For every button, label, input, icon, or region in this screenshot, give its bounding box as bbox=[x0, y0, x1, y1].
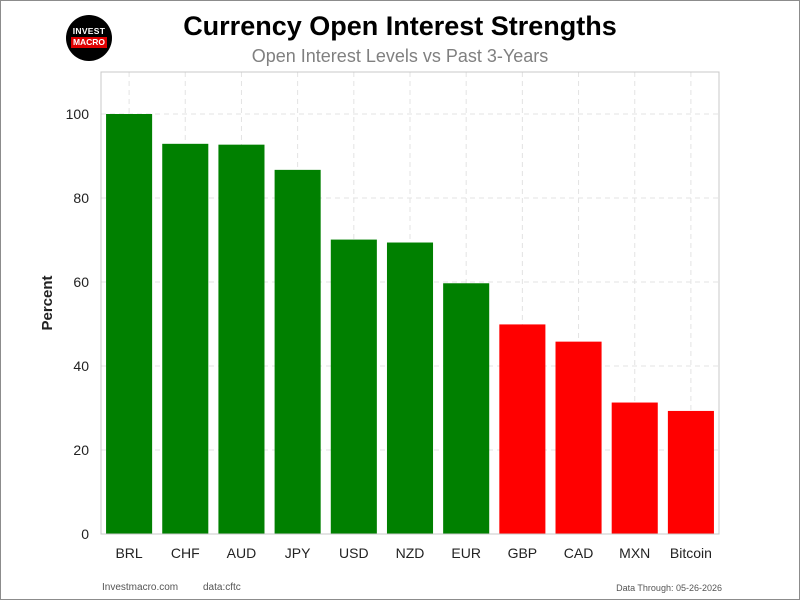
chart-title: Currency Open Interest Strengths bbox=[183, 11, 617, 41]
bars bbox=[106, 114, 714, 535]
bar-mxn bbox=[611, 402, 658, 534]
x-tick-label-usd: USD bbox=[339, 545, 369, 561]
bar-cad bbox=[555, 341, 602, 534]
bar-usd bbox=[330, 239, 377, 534]
y-tick-label: 20 bbox=[73, 442, 89, 458]
y-tick-label: 0 bbox=[81, 526, 89, 542]
footer-date: Data Through: 05-26-2026 bbox=[616, 583, 722, 593]
x-tick-label-jpy: JPY bbox=[285, 545, 311, 561]
bar-gbp bbox=[499, 324, 546, 534]
x-tick-label-chf: CHF bbox=[171, 545, 200, 561]
y-tick-label: 100 bbox=[66, 106, 90, 122]
y-tick-label: 60 bbox=[73, 274, 89, 290]
x-tick-label-bitcoin: Bitcoin bbox=[670, 545, 712, 561]
x-tick-label-brl: BRL bbox=[115, 545, 142, 561]
x-tick-label-mxn: MXN bbox=[619, 545, 650, 561]
logo-text-top: INVEST bbox=[72, 26, 106, 36]
bar-eur bbox=[443, 283, 490, 534]
bar-chf bbox=[162, 143, 209, 534]
x-tick-labels: BRL CHF AUD JPY USD NZD EUR GBP CAD MXN Bitcoin bbox=[115, 545, 711, 561]
investmacro-logo: INVEST MACRO bbox=[66, 15, 112, 61]
y-tick-label: 80 bbox=[73, 190, 89, 206]
bar-jpy bbox=[274, 169, 321, 535]
footer-site: Investmacro.com bbox=[102, 582, 179, 593]
bar-aud bbox=[218, 144, 265, 534]
plot-border bbox=[100, 71, 720, 535]
x-tick-label-gbp: GBP bbox=[508, 545, 538, 561]
bar-brl bbox=[106, 114, 153, 534]
chart-subtitle: Open Interest Levels vs Past 3-Years bbox=[251, 46, 549, 66]
y-tick-label: 40 bbox=[73, 358, 89, 374]
x-tick-label-eur: EUR bbox=[451, 545, 481, 561]
logo-text-bottom: MACRO bbox=[71, 37, 107, 48]
y-tick-labels: 0 20 40 60 80 100 bbox=[66, 106, 90, 542]
footer-source: data:cftc bbox=[203, 582, 241, 593]
x-tick-label-aud: AUD bbox=[227, 545, 257, 561]
x-tick-label-cad: CAD bbox=[564, 545, 594, 561]
x-tick-label-nzd: NZD bbox=[396, 545, 425, 561]
bar-nzd bbox=[386, 242, 434, 534]
y-axis-label: Percent bbox=[39, 275, 56, 330]
bar-bitcoin bbox=[667, 410, 714, 534]
